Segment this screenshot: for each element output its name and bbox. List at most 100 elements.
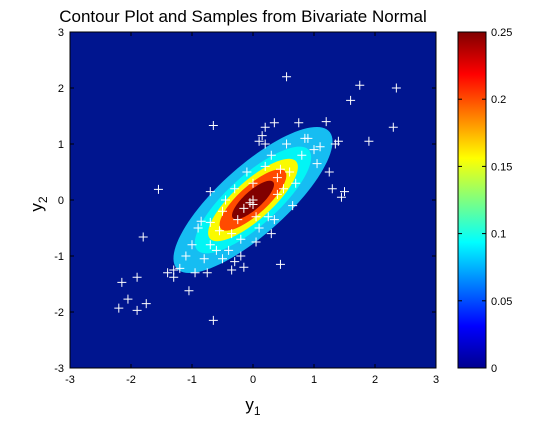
y-tick-label: -1	[54, 251, 64, 263]
sample-point	[391, 83, 401, 93]
sample-point	[208, 121, 218, 131]
sample-point	[218, 206, 227, 216]
sample-point	[205, 240, 215, 250]
sample-point	[114, 303, 124, 313]
sample-point	[181, 251, 191, 261]
sample-point	[138, 232, 148, 242]
sample-point	[224, 245, 234, 255]
colorbar-tick-label: 0.1	[491, 229, 506, 241]
x-tick-label: 2	[372, 374, 378, 386]
sample-point	[239, 203, 249, 213]
x-axis-ticks: -3 -2 -1 0 1 2 3	[65, 32, 439, 386]
sample-point	[315, 142, 325, 152]
sample-point	[257, 131, 267, 141]
sample-point	[263, 212, 273, 222]
sample-point	[312, 159, 322, 169]
x-axis-label-sub: 1	[254, 404, 261, 418]
sample-point	[269, 215, 279, 225]
sample-point	[324, 167, 334, 177]
colorbar-tick-label: 0.25	[491, 27, 512, 39]
sample-point	[254, 223, 264, 233]
y-tick-label: 0	[58, 195, 64, 207]
y-tick-label: 2	[58, 83, 64, 95]
y-axis-label-base: y	[27, 203, 46, 212]
sample-point	[275, 259, 285, 269]
y-tick-label: -3	[54, 363, 64, 375]
sample-point	[266, 229, 276, 239]
sample-point	[205, 217, 215, 227]
x-axis-label: y1	[245, 395, 261, 418]
sample-point	[132, 305, 142, 315]
sample-point	[282, 139, 292, 149]
chart-title: Contour Plot and Samples from Bivariate …	[59, 7, 427, 26]
sample-point	[260, 122, 270, 132]
colorbar-tick-label: 0	[491, 363, 497, 375]
sample-point	[248, 199, 258, 209]
sample-point	[208, 315, 218, 325]
sample-point	[272, 173, 282, 183]
sample-point	[221, 195, 231, 205]
colorbar-ticks: 0 0.05 0.1 0.15 0.2 0.25	[458, 27, 512, 375]
sample-point	[123, 294, 133, 304]
sample-point	[321, 117, 331, 127]
plot-area	[70, 32, 436, 368]
sample-point	[303, 133, 313, 143]
sample-point	[218, 254, 227, 264]
colorbar	[457, 31, 487, 369]
sample-point	[163, 268, 173, 278]
sample-point	[266, 150, 276, 160]
sample-point	[355, 80, 365, 90]
sample-point	[242, 167, 252, 177]
sample-point	[236, 234, 246, 244]
sample-point	[236, 251, 246, 261]
sample-point	[285, 167, 295, 177]
sample-point	[199, 254, 209, 264]
sample-point	[190, 268, 200, 278]
sample-point	[260, 161, 270, 171]
y-axis-label: y2	[27, 196, 50, 212]
sample-point	[336, 192, 346, 202]
sample-point	[388, 122, 398, 132]
sample-point	[239, 262, 249, 272]
sample-point	[282, 72, 292, 82]
sample-point	[294, 118, 304, 128]
sample-point	[291, 178, 301, 188]
sample-point	[196, 216, 206, 226]
sample-point	[233, 215, 243, 225]
sample-point	[248, 178, 258, 188]
sample-point	[340, 187, 349, 197]
sample-point	[184, 286, 194, 296]
sample-point	[251, 237, 261, 247]
sample-point	[214, 226, 224, 236]
sample-point	[309, 145, 319, 155]
sample-point	[211, 245, 221, 255]
colorbar-tick-label: 0.15	[491, 161, 512, 173]
sample-point	[364, 136, 374, 146]
colorbar-tick-label: 0.05	[491, 296, 512, 308]
sample-point	[169, 265, 179, 275]
sample-point	[187, 240, 197, 250]
x-tick-label: -1	[187, 374, 197, 386]
sample-point	[254, 136, 264, 146]
y-tick-label: -2	[54, 307, 64, 319]
y-tick-label: 3	[58, 27, 64, 39]
sample-point	[251, 212, 261, 222]
sample-point	[275, 164, 285, 174]
x-axis-label-base: y	[245, 395, 254, 414]
sample-point	[327, 184, 337, 194]
x-tick-label: -3	[65, 374, 75, 386]
sample-point	[279, 184, 288, 194]
sample-point	[346, 95, 356, 105]
x-tick-label: 0	[250, 374, 256, 386]
y-axis-label-sub: 2	[36, 196, 50, 203]
x-tick-label: 3	[433, 374, 439, 386]
x-tick-label: -2	[126, 374, 136, 386]
sample-point	[272, 189, 282, 199]
sample-point	[175, 263, 185, 273]
sample-point	[230, 257, 240, 267]
colorbar-tick-label: 0.2	[491, 94, 506, 106]
sample-point	[333, 136, 343, 146]
sample-point	[230, 184, 240, 194]
